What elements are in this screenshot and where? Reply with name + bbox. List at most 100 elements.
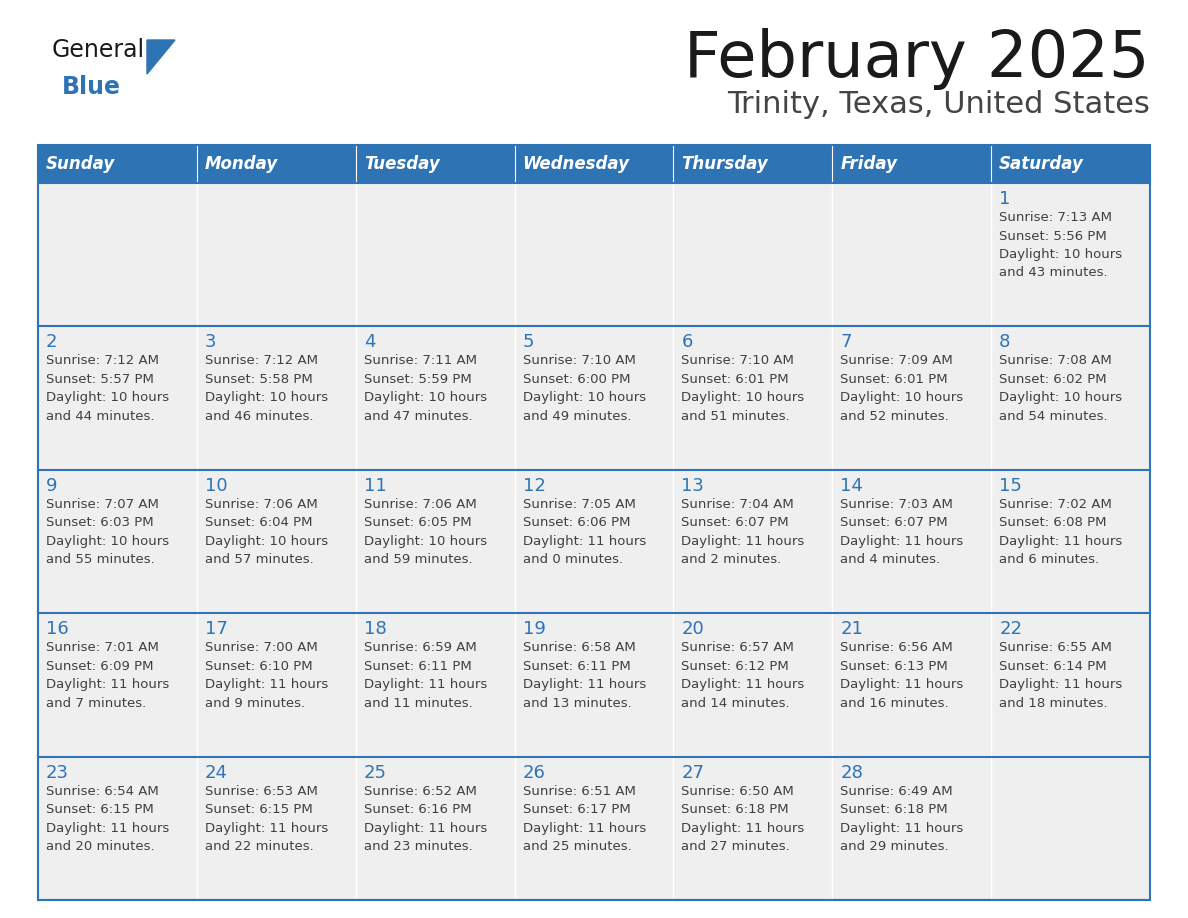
Text: Sunrise: 7:02 AM
Sunset: 6:08 PM
Daylight: 11 hours
and 6 minutes.: Sunrise: 7:02 AM Sunset: 6:08 PM Dayligh… [999, 498, 1123, 566]
Text: Sunrise: 7:03 AM
Sunset: 6:07 PM
Daylight: 11 hours
and 4 minutes.: Sunrise: 7:03 AM Sunset: 6:07 PM Dayligh… [840, 498, 963, 566]
Bar [833, 327, 991, 470]
Bar [355, 183, 514, 327]
Bar [833, 756, 991, 900]
Text: Sunrise: 7:12 AM
Sunset: 5:58 PM
Daylight: 10 hours
and 46 minutes.: Sunrise: 7:12 AM Sunset: 5:58 PM Dayligh… [204, 354, 328, 423]
Bar [991, 145, 1150, 183]
Text: Sunrise: 7:13 AM
Sunset: 5:56 PM
Daylight: 10 hours
and 43 minutes.: Sunrise: 7:13 AM Sunset: 5:56 PM Dayligh… [999, 211, 1123, 279]
Bar [674, 756, 833, 900]
Text: 24: 24 [204, 764, 228, 781]
Text: 16: 16 [46, 621, 69, 638]
Bar [674, 327, 833, 470]
Bar [674, 613, 833, 756]
Text: Saturday: Saturday [999, 155, 1083, 173]
Bar [197, 327, 355, 470]
Bar [833, 613, 991, 756]
Text: 20: 20 [682, 621, 704, 638]
Text: 23: 23 [46, 764, 69, 781]
Text: 2: 2 [46, 333, 57, 352]
Bar [38, 327, 197, 470]
Text: 19: 19 [523, 621, 545, 638]
Text: Sunrise: 7:05 AM
Sunset: 6:06 PM
Daylight: 11 hours
and 0 minutes.: Sunrise: 7:05 AM Sunset: 6:06 PM Dayligh… [523, 498, 646, 566]
Text: Sunrise: 7:09 AM
Sunset: 6:01 PM
Daylight: 10 hours
and 52 minutes.: Sunrise: 7:09 AM Sunset: 6:01 PM Dayligh… [840, 354, 963, 423]
Text: 5: 5 [523, 333, 535, 352]
Bar [355, 327, 514, 470]
Bar [833, 145, 991, 183]
Bar [355, 470, 514, 613]
Text: Sunrise: 7:10 AM
Sunset: 6:01 PM
Daylight: 10 hours
and 51 minutes.: Sunrise: 7:10 AM Sunset: 6:01 PM Dayligh… [682, 354, 804, 423]
Text: 1: 1 [999, 190, 1011, 208]
Bar [38, 470, 197, 613]
Bar [833, 183, 991, 327]
Bar [514, 327, 674, 470]
Text: Sunrise: 7:04 AM
Sunset: 6:07 PM
Daylight: 11 hours
and 2 minutes.: Sunrise: 7:04 AM Sunset: 6:07 PM Dayligh… [682, 498, 804, 566]
Bar [514, 470, 674, 613]
Text: Blue: Blue [62, 75, 121, 99]
Bar [197, 470, 355, 613]
Bar [355, 756, 514, 900]
Text: Tuesday: Tuesday [364, 155, 440, 173]
Text: 27: 27 [682, 764, 704, 781]
Text: 13: 13 [682, 476, 704, 495]
Bar [514, 613, 674, 756]
Bar [197, 183, 355, 327]
Text: 7: 7 [840, 333, 852, 352]
Text: Sunrise: 7:08 AM
Sunset: 6:02 PM
Daylight: 10 hours
and 54 minutes.: Sunrise: 7:08 AM Sunset: 6:02 PM Dayligh… [999, 354, 1123, 423]
Bar [355, 145, 514, 183]
Bar [197, 756, 355, 900]
Bar [38, 183, 197, 327]
Bar [991, 327, 1150, 470]
Bar [674, 470, 833, 613]
Text: Trinity, Texas, United States: Trinity, Texas, United States [727, 90, 1150, 119]
Bar [991, 183, 1150, 327]
Bar [38, 756, 197, 900]
Text: Sunrise: 7:00 AM
Sunset: 6:10 PM
Daylight: 11 hours
and 9 minutes.: Sunrise: 7:00 AM Sunset: 6:10 PM Dayligh… [204, 641, 328, 710]
Polygon shape [147, 40, 175, 74]
Text: 18: 18 [364, 621, 386, 638]
Text: 10: 10 [204, 476, 227, 495]
Bar [197, 145, 355, 183]
Text: 8: 8 [999, 333, 1011, 352]
Bar [38, 613, 197, 756]
Bar [991, 470, 1150, 613]
Text: 3: 3 [204, 333, 216, 352]
Text: 17: 17 [204, 621, 228, 638]
Text: Sunrise: 6:57 AM
Sunset: 6:12 PM
Daylight: 11 hours
and 14 minutes.: Sunrise: 6:57 AM Sunset: 6:12 PM Dayligh… [682, 641, 804, 710]
Text: Sunrise: 6:59 AM
Sunset: 6:11 PM
Daylight: 11 hours
and 11 minutes.: Sunrise: 6:59 AM Sunset: 6:11 PM Dayligh… [364, 641, 487, 710]
Text: Sunrise: 6:52 AM
Sunset: 6:16 PM
Daylight: 11 hours
and 23 minutes.: Sunrise: 6:52 AM Sunset: 6:16 PM Dayligh… [364, 785, 487, 853]
Text: 21: 21 [840, 621, 864, 638]
Text: Wednesday: Wednesday [523, 155, 630, 173]
Text: February 2025: February 2025 [684, 28, 1150, 90]
Bar [514, 183, 674, 327]
Text: Sunrise: 7:12 AM
Sunset: 5:57 PM
Daylight: 10 hours
and 44 minutes.: Sunrise: 7:12 AM Sunset: 5:57 PM Dayligh… [46, 354, 169, 423]
Bar [514, 145, 674, 183]
Text: Sunrise: 6:54 AM
Sunset: 6:15 PM
Daylight: 11 hours
and 20 minutes.: Sunrise: 6:54 AM Sunset: 6:15 PM Dayligh… [46, 785, 169, 853]
Text: Sunrise: 6:53 AM
Sunset: 6:15 PM
Daylight: 11 hours
and 22 minutes.: Sunrise: 6:53 AM Sunset: 6:15 PM Dayligh… [204, 785, 328, 853]
Text: Sunrise: 7:07 AM
Sunset: 6:03 PM
Daylight: 10 hours
and 55 minutes.: Sunrise: 7:07 AM Sunset: 6:03 PM Dayligh… [46, 498, 169, 566]
Text: 15: 15 [999, 476, 1022, 495]
Bar [197, 613, 355, 756]
Bar [514, 756, 674, 900]
Bar [674, 183, 833, 327]
Text: 9: 9 [46, 476, 57, 495]
Text: 12: 12 [523, 476, 545, 495]
Text: Sunrise: 6:55 AM
Sunset: 6:14 PM
Daylight: 11 hours
and 18 minutes.: Sunrise: 6:55 AM Sunset: 6:14 PM Dayligh… [999, 641, 1123, 710]
Text: 22: 22 [999, 621, 1022, 638]
Text: 14: 14 [840, 476, 864, 495]
Text: Sunrise: 6:56 AM
Sunset: 6:13 PM
Daylight: 11 hours
and 16 minutes.: Sunrise: 6:56 AM Sunset: 6:13 PM Dayligh… [840, 641, 963, 710]
Text: Sunrise: 7:06 AM
Sunset: 6:05 PM
Daylight: 10 hours
and 59 minutes.: Sunrise: 7:06 AM Sunset: 6:05 PM Dayligh… [364, 498, 487, 566]
Text: Sunrise: 7:10 AM
Sunset: 6:00 PM
Daylight: 10 hours
and 49 minutes.: Sunrise: 7:10 AM Sunset: 6:00 PM Dayligh… [523, 354, 646, 423]
Text: General: General [52, 38, 145, 62]
Bar [991, 613, 1150, 756]
Text: Sunrise: 6:58 AM
Sunset: 6:11 PM
Daylight: 11 hours
and 13 minutes.: Sunrise: 6:58 AM Sunset: 6:11 PM Dayligh… [523, 641, 646, 710]
Text: 28: 28 [840, 764, 864, 781]
Bar [991, 756, 1150, 900]
Text: 11: 11 [364, 476, 386, 495]
Text: Sunday: Sunday [46, 155, 115, 173]
Text: 25: 25 [364, 764, 387, 781]
Text: 4: 4 [364, 333, 375, 352]
Bar [38, 145, 197, 183]
Text: Sunrise: 7:01 AM
Sunset: 6:09 PM
Daylight: 11 hours
and 7 minutes.: Sunrise: 7:01 AM Sunset: 6:09 PM Dayligh… [46, 641, 169, 710]
Text: Sunrise: 7:11 AM
Sunset: 5:59 PM
Daylight: 10 hours
and 47 minutes.: Sunrise: 7:11 AM Sunset: 5:59 PM Dayligh… [364, 354, 487, 423]
Text: Sunrise: 6:51 AM
Sunset: 6:17 PM
Daylight: 11 hours
and 25 minutes.: Sunrise: 6:51 AM Sunset: 6:17 PM Dayligh… [523, 785, 646, 853]
Text: Sunrise: 6:50 AM
Sunset: 6:18 PM
Daylight: 11 hours
and 27 minutes.: Sunrise: 6:50 AM Sunset: 6:18 PM Dayligh… [682, 785, 804, 853]
